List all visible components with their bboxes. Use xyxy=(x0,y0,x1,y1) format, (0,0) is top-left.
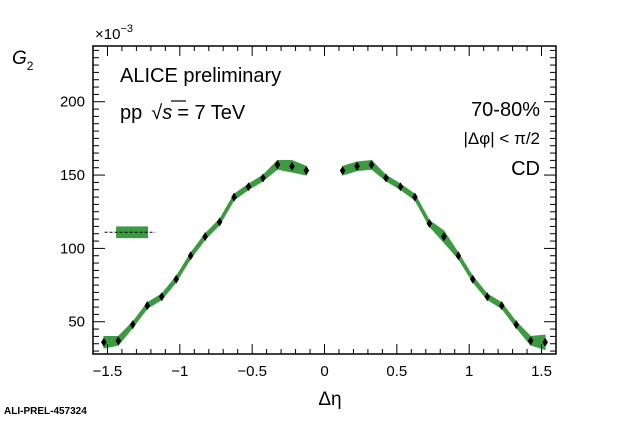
centrality-label: 70-80% xyxy=(471,99,540,121)
systematic-band-2 xyxy=(342,159,546,351)
data-point xyxy=(441,232,447,242)
data-point xyxy=(187,251,194,261)
y-tick-label: 100 xyxy=(60,240,85,257)
data-point xyxy=(455,251,462,261)
data-point xyxy=(231,192,237,202)
figure-id: ALI-PREL-457324 xyxy=(4,406,87,417)
y-tick-label: 200 xyxy=(60,94,85,111)
charge-combination-label: CD xyxy=(511,158,540,180)
y-axis-label-sub: 2 xyxy=(27,59,34,73)
x-axis-ticks: −1.5 −1 −0.5 0 0.5 1 1.5 xyxy=(93,46,552,380)
y-axis-ticks: 50 100 150 200 xyxy=(60,49,556,352)
system-prefix: pp xyxy=(120,102,142,124)
data-point xyxy=(202,232,208,242)
experiment-label: ALICE preliminary xyxy=(120,65,281,87)
systematic-band-1 xyxy=(103,159,307,349)
plot-frame xyxy=(92,45,557,355)
data-point xyxy=(527,336,534,346)
data-point xyxy=(216,217,223,227)
data-point xyxy=(542,337,548,347)
data-points xyxy=(101,160,548,347)
y-tick-label: 50 xyxy=(68,314,85,331)
data-point xyxy=(158,292,165,302)
data-point xyxy=(115,336,122,346)
system-energy-label: pp √s = 7 TeV xyxy=(120,102,246,124)
x-tick-label: −1 xyxy=(171,363,188,380)
data-point xyxy=(245,182,252,192)
x-tick-label: −1.5 xyxy=(93,363,123,380)
x-tick-label: 0 xyxy=(320,363,328,380)
data-point xyxy=(498,301,505,311)
data-point xyxy=(383,173,389,183)
x-tick-label: 0.5 xyxy=(386,363,407,380)
dphi-cut-label: |Δφ| < π/2 xyxy=(464,129,541,148)
data-point xyxy=(426,218,433,228)
x-tick-label: 1 xyxy=(465,363,473,380)
legend-marker xyxy=(104,226,156,239)
energy-var: s xyxy=(162,102,172,124)
data-point xyxy=(354,161,360,171)
y-axis-label-main: G xyxy=(12,48,27,69)
data-point xyxy=(289,161,295,171)
data-point xyxy=(412,192,418,202)
data-point xyxy=(368,160,375,170)
y-tick-label: 150 xyxy=(60,167,85,184)
x-tick-label: 1.5 xyxy=(531,363,552,380)
energy-value: = 7 TeV xyxy=(177,102,246,124)
data-point xyxy=(339,166,346,176)
y-axis-label: G2 xyxy=(12,48,34,73)
data-point xyxy=(484,292,491,302)
data-point xyxy=(274,160,281,170)
y-multiplier: ×10−3 xyxy=(95,23,133,43)
data-point xyxy=(101,337,107,347)
data-point xyxy=(144,301,151,311)
y-multiplier-exp: −3 xyxy=(120,23,133,35)
data-point xyxy=(173,274,179,284)
data-point xyxy=(470,274,476,284)
data-point xyxy=(129,320,136,330)
data-point xyxy=(303,166,310,176)
data-point xyxy=(397,182,404,192)
x-axis-label: Δη xyxy=(318,389,341,410)
sqrt-sign: √ xyxy=(151,102,162,124)
systematic-bands xyxy=(103,159,546,351)
data-point xyxy=(513,320,520,330)
y-multiplier-base: ×10 xyxy=(95,26,120,43)
x-tick-label: −0.5 xyxy=(237,363,267,380)
data-point xyxy=(260,173,266,183)
